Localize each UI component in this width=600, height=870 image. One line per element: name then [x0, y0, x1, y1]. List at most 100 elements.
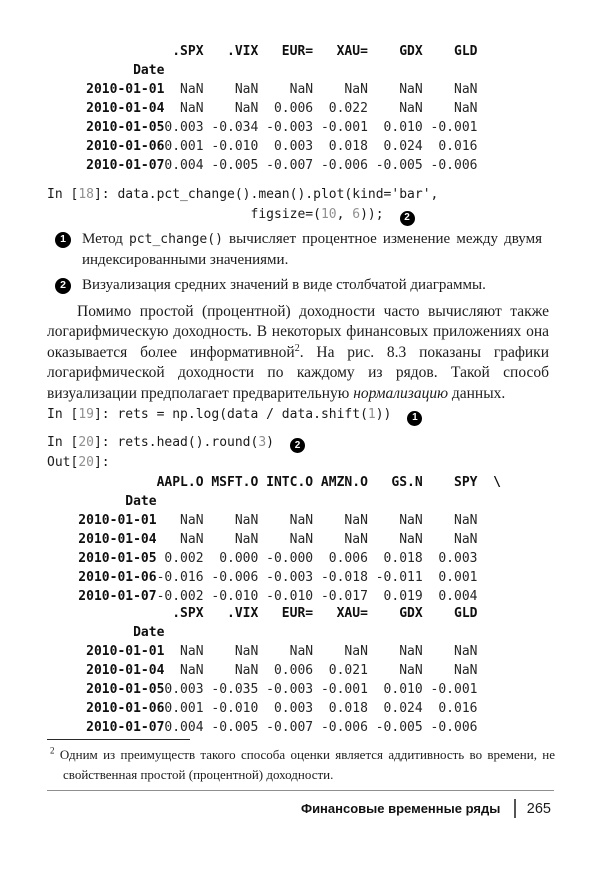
number-literal: 18: [78, 187, 94, 202]
row-values: 0.001 -0.010 0.003 0.018 0.024 0.016: [164, 139, 478, 154]
text-segment: данных.: [448, 384, 506, 402]
row-date-label: 2010-01-01: [47, 644, 165, 660]
row-date-label: 2010-01-07: [47, 158, 165, 173]
callout-note-2-text: Визуализация средних значений в виде сто…: [82, 277, 486, 293]
table-row: 2010-01-050.003 -0.034 -0.003 -0.001 0.0…: [47, 118, 550, 137]
row-date-label: 2010-01-05: [47, 551, 157, 567]
table-header-row: .SPX .VIX EUR= XAU= GDX GLD: [47, 44, 478, 59]
footnote-marker: 2: [50, 745, 55, 756]
table-row: 2010-01-060.001 -0.010 0.003 0.018 0.024…: [47, 699, 550, 718]
callout-2-badge: 2: [55, 277, 71, 294]
dataframe-output-log-returns-indices: .SPX .VIX EUR= XAU= GDX GLD Date 2010-01…: [47, 604, 550, 737]
table-row: 2010-01-05 0.002 0.000 -0.000 0.006 0.01…: [47, 549, 550, 568]
callout-note-2: 2 Визуализация средних значений в виде ст…: [47, 275, 542, 297]
code-line: In [18]: data.pct_change().mean().plot(k…: [47, 187, 439, 202]
row-values: NaN NaN 0.006 0.022 NaN NaN: [164, 101, 478, 116]
row-values: NaN NaN NaN NaN NaN NaN: [164, 82, 478, 97]
table-row: 2010-01-07-0.002 -0.010 -0.010 -0.017 0.…: [47, 587, 550, 606]
row-values: 0.003 -0.034 -0.003 -0.001 0.010 -0.001: [164, 120, 478, 135]
number-literal: 19: [78, 407, 94, 423]
text-segment: вычисляет процентное изменение между дву…: [82, 230, 542, 269]
table-row: 2010-01-04 NaN NaN 0.006 0.021 NaN NaN: [47, 661, 550, 680]
text-segment: Визуализация средних значений в виде сто…: [82, 276, 486, 293]
callout-note-1: 1 Метод pct_change() вычисляет процентное…: [47, 229, 542, 272]
table-row: 2010-01-070.004 -0.005 -0.007 -0.006 -0.…: [47, 156, 550, 175]
table-index-label-row: Date: [47, 494, 157, 510]
footer-separator: [514, 799, 516, 818]
table-row: 2010-01-01 NaN NaN NaN NaN NaN NaN: [47, 511, 550, 530]
row-values: NaN NaN NaN NaN NaN NaN: [156, 532, 478, 548]
table-header-row: .SPX .VIX EUR= XAU= GDX GLD: [47, 606, 478, 622]
table-row: 2010-01-050.003 -0.035 -0.003 -0.001 0.0…: [47, 680, 550, 699]
callout-note-1-text: Метод pct_change() вычисляет процентное …: [82, 231, 542, 269]
callout-1-badge: 1: [407, 410, 423, 426]
callout-notes: 1 Метод pct_change() вычисляет процентное…: [47, 229, 550, 297]
row-values: -0.002 -0.010 -0.010 -0.017 0.019 0.004: [156, 589, 478, 605]
row-date-label: 2010-01-07: [47, 589, 157, 605]
row-values: 0.003 -0.035 -0.003 -0.001 0.010 -0.001: [164, 682, 478, 698]
row-values: NaN NaN NaN NaN NaN NaN: [164, 644, 478, 660]
running-section-title: Финансовые временные ряды: [300, 801, 501, 816]
text-segment: pct_change(): [128, 231, 223, 247]
text-segment: Метод: [82, 230, 129, 247]
page-number: 265: [526, 800, 551, 817]
code-line: figsize=(10, 6)); 2: [47, 205, 550, 226]
table-row: 2010-01-04 NaN NaN 0.006 0.022 NaN NaN: [47, 99, 550, 118]
row-date-label: 2010-01-06: [47, 701, 165, 717]
code-cell-in19: In [19]: rets = np.log(data / data.shift…: [47, 405, 550, 426]
row-date-label: 2010-01-01: [47, 513, 157, 529]
page-footer: Финансовые временные ряды 265: [301, 799, 551, 818]
text-segment: нормализацию: [353, 384, 448, 402]
dataframe-output-pct-change: .SPX .VIX EUR= XAU= GDX GLD Date 2010-01…: [47, 42, 550, 175]
text-segment: 2: [294, 342, 300, 354]
code-line: In [19]: rets = np.log(data / data.shift…: [47, 405, 550, 426]
dataframe-output-log-returns-stocks: AAPL.O MSFT.O INTC.O AMZN.O GS.N SPY \ D…: [47, 473, 550, 606]
table-row: 2010-01-06-0.016 -0.006 -0.003 -0.018 -0…: [47, 568, 550, 587]
number-literal: 6: [352, 207, 361, 222]
code-line: In [20]: rets.head().round(3) 2: [47, 433, 550, 454]
row-date-label: 2010-01-04: [47, 532, 157, 548]
footer-divider: [47, 790, 554, 791]
row-values: -0.016 -0.006 -0.003 -0.018 -0.011 0.001: [156, 570, 478, 586]
footnote-text: Одним из преимуществ такого способа оцен…: [59, 747, 555, 782]
row-date-label: 2010-01-05: [47, 120, 165, 135]
number-literal: 3: [258, 434, 267, 450]
row-date-label: 2010-01-04: [47, 663, 165, 679]
table-index-label-row: Date: [47, 625, 165, 641]
table-row: 2010-01-01 NaN NaN NaN NaN NaN NaN: [47, 80, 550, 99]
table-row: 2010-01-070.004 -0.005 -0.007 -0.006 -0.…: [47, 718, 550, 737]
table-header-row: AAPL.O MSFT.O INTC.O AMZN.O GS.N SPY \: [47, 475, 501, 491]
callout-1-badge: 1: [55, 231, 71, 248]
row-values: 0.004 -0.005 -0.007 -0.006 -0.005 -0.006: [164, 158, 478, 173]
row-date-label: 2010-01-05: [47, 682, 165, 698]
code-line: Out[20]:: [47, 455, 110, 471]
row-date-label: 2010-01-07: [47, 720, 165, 736]
text-segment: . На рис. 8.3 показаны графики логарифми…: [47, 343, 549, 402]
callout-2-badge: 2: [290, 438, 305, 454]
row-values: 0.004 -0.005 -0.007 -0.006 -0.005 -0.006: [164, 720, 478, 736]
row-values: 0.002 0.000 -0.000 0.006 0.018 0.003: [156, 551, 478, 567]
row-date-label: 2010-01-04: [47, 101, 165, 116]
footnote-divider: [47, 739, 190, 740]
table-row: 2010-01-04 NaN NaN NaN NaN NaN NaN: [47, 530, 550, 549]
number-literal: 1: [367, 407, 376, 423]
text-segment: Помимо простой (процентной) доходности ч…: [47, 303, 549, 361]
row-values: 0.001 -0.010 0.003 0.018 0.024 0.016: [164, 701, 478, 717]
code-cell-in20: In [20]: rets.head().round(3) 2 Out[20]:: [47, 433, 550, 474]
callout-2-badge: 2: [399, 210, 415, 226]
number-literal: 20: [78, 455, 94, 471]
number-literal: 10: [320, 207, 337, 222]
table-row: 2010-01-060.001 -0.010 0.003 0.018 0.024…: [47, 137, 550, 156]
code-cell-in18: In [18]: data.pct_change().mean().plot(k…: [47, 185, 550, 226]
row-date-label: 2010-01-06: [47, 139, 165, 154]
table-row: 2010-01-01 NaN NaN NaN NaN NaN NaN: [47, 642, 550, 661]
number-literal: 20: [78, 434, 94, 450]
row-values: NaN NaN NaN NaN NaN NaN: [156, 513, 478, 529]
footnote: 2 Одним из преимуществ такого способа оц…: [47, 745, 555, 785]
table-index-label-row: Date: [47, 63, 165, 78]
row-date-label: 2010-01-06: [47, 570, 157, 586]
row-date-label: 2010-01-01: [47, 82, 165, 97]
body-paragraph: Помимо простой (процентной) доходности ч…: [47, 302, 549, 404]
row-values: NaN NaN 0.006 0.021 NaN NaN: [164, 663, 478, 679]
